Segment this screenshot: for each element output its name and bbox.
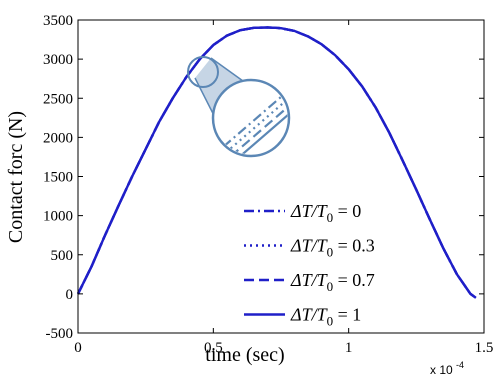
x-tick-label-0: 0 <box>74 340 82 356</box>
y-axis-label: Contact forc (N) <box>5 111 27 243</box>
legend-label-value-1: = 0.3 <box>333 236 375 256</box>
y-tick-label-2: 500 <box>51 248 74 264</box>
inset-source-circle <box>187 56 219 88</box>
legend-label-value-3: = 1 <box>333 305 361 325</box>
legend-label-2: ΔT/T0 = 0.7 <box>290 270 375 294</box>
legend-label-subscript-1: 0 <box>327 245 334 260</box>
inset-line-2 <box>214 99 288 155</box>
x-axis-multiplier: x 10 -4 <box>430 360 464 377</box>
legend-label-value-2: = 0.7 <box>333 270 375 290</box>
y-tick-label-0: -500 <box>46 326 74 342</box>
legend-label-symbol-1: ΔT/T <box>290 236 329 256</box>
legend-label-1: ΔT/T0 = 0.3 <box>290 236 375 260</box>
y-tick-label-5: 2000 <box>43 130 73 146</box>
legend-label-value-0: = 0 <box>333 201 361 221</box>
x-tick-label-1: 0.5 <box>204 340 223 356</box>
y-tick-label-1: 0 <box>66 287 74 303</box>
x-axis-multiplier-base: x 10 <box>430 363 453 377</box>
legend-label-subscript-0: 0 <box>327 210 334 225</box>
legend-label-symbol-2: ΔT/T <box>290 270 329 290</box>
zoom-inset <box>187 56 291 158</box>
legend-label-subscript-2: 0 <box>327 279 334 294</box>
y-tick-label-6: 2500 <box>43 91 73 107</box>
y-tick-label-8: 3500 <box>43 13 73 29</box>
legend-label-subscript-3: 0 <box>327 314 334 329</box>
y-tick-label-7: 3000 <box>43 52 73 68</box>
x-tick-label-2: 1 <box>345 340 353 356</box>
legend-label-symbol-0: ΔT/T <box>290 201 329 221</box>
legend: ΔT/T0 = 0ΔT/T0 = 0.3ΔT/T0 = 0.7ΔT/T0 = 1 <box>244 201 375 329</box>
inset-zoom-lines <box>214 83 288 155</box>
legend-label-3: ΔT/T0 = 1 <box>290 305 361 329</box>
inset-connector-edge-top <box>210 57 244 82</box>
x-axis-multiplier-exponent: -4 <box>456 360 464 370</box>
legend-label-symbol-3: ΔT/T <box>290 305 329 325</box>
inset-zoom-circle <box>211 78 291 158</box>
x-tick-label-3: 1.5 <box>475 340 494 356</box>
plot-area <box>76 26 477 299</box>
x-axis-label: time (sec) <box>205 344 284 366</box>
legend-label-0: ΔT/T0 = 0 <box>290 201 361 225</box>
series-line-3 <box>76 26 477 299</box>
y-tick-label-4: 1500 <box>43 170 73 186</box>
y-tick-label-3: 1000 <box>43 209 73 225</box>
inset-line-1 <box>214 91 288 155</box>
inset-line-3 <box>214 107 288 155</box>
